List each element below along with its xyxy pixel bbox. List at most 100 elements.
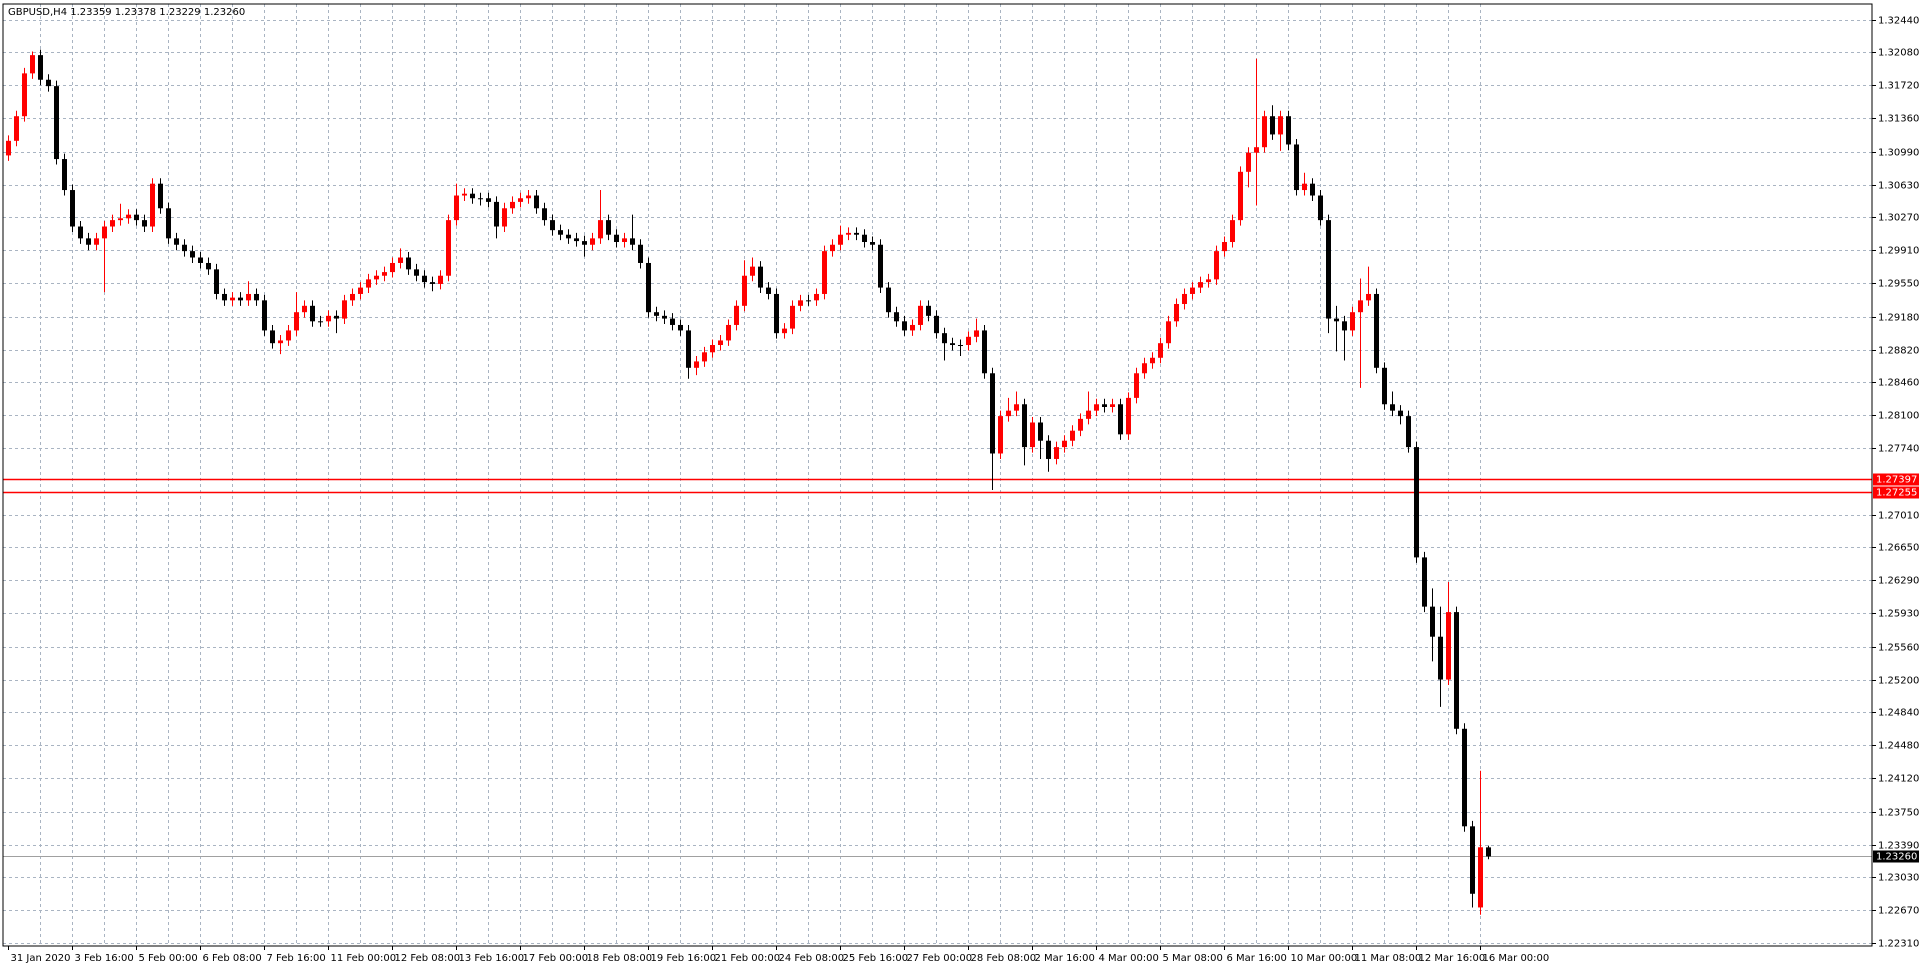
candle-body	[766, 287, 771, 294]
candle-body	[974, 330, 979, 337]
candle-body	[694, 361, 699, 368]
candle-body	[638, 244, 643, 263]
candle-body	[478, 198, 483, 200]
x-tick-label: 5 Feb 00:00	[139, 953, 198, 964]
candle-body	[510, 201, 515, 209]
candle-body	[118, 218, 123, 221]
y-tick-label: 1.24840	[1878, 708, 1919, 719]
candle-body	[494, 201, 499, 227]
candle-body	[94, 238, 99, 245]
candle-body	[302, 305, 307, 313]
x-tick-label: 13 Feb 16:00	[459, 953, 525, 964]
candle-body	[62, 159, 67, 191]
candle-body	[102, 226, 107, 239]
candle-body	[334, 315, 339, 319]
candle-body	[70, 190, 75, 227]
candle-body	[1118, 404, 1123, 435]
candle-body	[1470, 826, 1475, 894]
candle-body	[750, 266, 755, 276]
candle-body	[990, 373, 995, 454]
candle-body	[1342, 321, 1347, 331]
candle-body	[398, 257, 403, 263]
y-tick-label: 1.23030	[1878, 873, 1919, 884]
y-tick-label: 1.22310	[1878, 939, 1919, 950]
x-tick-label: 17 Feb 00:00	[523, 953, 589, 964]
candle-body	[1214, 251, 1219, 280]
y-tick-label: 1.23390	[1878, 841, 1919, 852]
candle-body	[1126, 397, 1131, 435]
candle-body	[870, 242, 875, 245]
candle-body	[790, 305, 795, 329]
candle-body	[942, 333, 947, 344]
candle-body	[662, 315, 667, 319]
candle-body	[630, 238, 635, 245]
x-tick-label: 31 Jan 2020	[11, 953, 71, 964]
candle-body	[350, 293, 355, 301]
candle-body	[1462, 728, 1467, 827]
candle-body	[454, 195, 459, 221]
x-tick-label: 6 Mar 16:00	[1227, 953, 1287, 964]
candle-body	[1478, 847, 1483, 908]
y-tick-label: 1.30630	[1878, 181, 1919, 192]
candle-body	[470, 193, 475, 199]
candle-body	[246, 293, 251, 301]
candle-body	[1334, 318, 1339, 322]
candle-body	[622, 238, 627, 243]
price-tag	[1873, 473, 1919, 486]
candle-body	[1326, 220, 1331, 319]
candle-body	[406, 257, 411, 270]
candle-body	[126, 214, 131, 219]
candle-body	[1014, 404, 1019, 411]
candle-body	[814, 293, 819, 301]
candle-body	[590, 238, 595, 245]
y-tick-label: 1.31360	[1878, 114, 1919, 125]
candle-body	[958, 345, 963, 347]
candle-body	[1358, 300, 1363, 313]
y-tick-label: 1.26290	[1878, 576, 1919, 587]
grid	[3, 4, 1872, 946]
candle-body	[774, 293, 779, 334]
y-tick-label: 1.29550	[1878, 279, 1919, 290]
price-tag-label: 1.27255	[1876, 488, 1917, 499]
candle-body	[166, 208, 171, 239]
candle-body	[1190, 287, 1195, 294]
candle-body	[934, 315, 939, 334]
x-tick-label: 5 Mar 08:00	[1163, 953, 1223, 964]
candle-body	[1382, 367, 1387, 405]
x-tick-label: 4 Mar 00:00	[1099, 953, 1159, 964]
candle-body	[182, 244, 187, 252]
candle-body	[910, 324, 915, 331]
candle-body	[1134, 373, 1139, 398]
candle-body	[1414, 447, 1419, 558]
candle-body	[918, 305, 923, 325]
y-tick-label: 1.30990	[1878, 148, 1919, 159]
candle-body	[846, 232, 851, 235]
candle-body	[206, 262, 211, 270]
candle-body	[646, 262, 651, 313]
candle-body	[22, 73, 27, 117]
candle-body	[518, 198, 523, 202]
candle-body	[702, 352, 707, 362]
price-tag-label: 1.27397	[1876, 475, 1917, 486]
candle-body	[1110, 404, 1115, 407]
candle-body	[726, 324, 731, 341]
candle-body	[1078, 418, 1083, 431]
y-tick-label: 1.32440	[1878, 16, 1919, 27]
x-tick-label: 28 Feb 08:00	[971, 953, 1037, 964]
candle-body	[174, 238, 179, 245]
x-tick-label: 6 Feb 08:00	[203, 953, 262, 964]
candle-body	[878, 244, 883, 288]
candle-body	[710, 345, 715, 353]
candle-body	[1230, 220, 1235, 243]
y-tick-label: 1.26650	[1878, 543, 1919, 554]
candle-body	[950, 343, 955, 346]
candle-body	[966, 336, 971, 346]
candle-body	[926, 305, 931, 316]
x-tick-label: 11 Mar 08:00	[1355, 953, 1422, 964]
y-tick-label: 1.24480	[1878, 741, 1919, 752]
candle-body	[606, 220, 611, 235]
candle-body	[862, 234, 867, 243]
y-tick-label: 1.28820	[1878, 346, 1919, 357]
